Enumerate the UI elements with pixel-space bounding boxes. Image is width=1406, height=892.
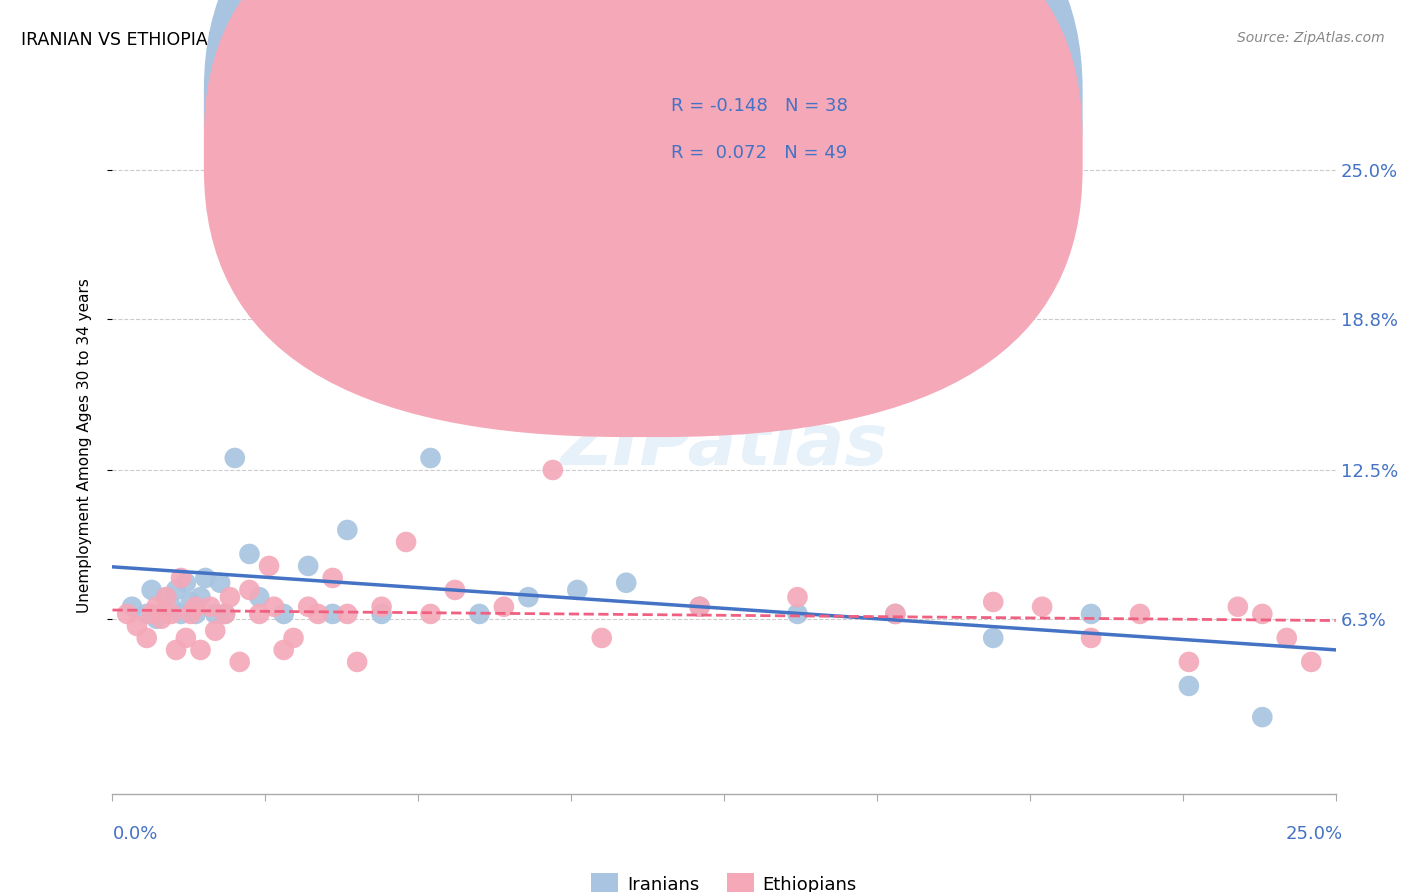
Text: 25.0%: 25.0% — [1285, 825, 1343, 843]
Point — [204, 607, 226, 621]
Point — [214, 607, 236, 621]
Point — [346, 175, 368, 189]
Point — [160, 607, 183, 621]
Point — [346, 655, 368, 669]
Point — [297, 599, 319, 614]
Point — [689, 599, 711, 614]
Point — [150, 612, 173, 626]
Point — [567, 582, 589, 597]
Text: Source: ZipAtlas.com: Source: ZipAtlas.com — [1237, 31, 1385, 45]
Point — [689, 599, 711, 614]
Point — [214, 607, 236, 621]
Point — [121, 599, 143, 614]
Text: 0.0%: 0.0% — [112, 825, 157, 843]
Point — [1301, 655, 1323, 669]
Point — [786, 607, 808, 621]
Point — [1251, 607, 1274, 621]
Point — [160, 599, 183, 614]
Point — [204, 624, 226, 638]
Point — [419, 607, 441, 621]
Point — [247, 607, 270, 621]
Point — [614, 575, 637, 590]
Point — [1080, 631, 1102, 645]
Point — [517, 590, 540, 604]
Point — [165, 582, 187, 597]
Point — [209, 575, 232, 590]
Point — [257, 558, 280, 573]
Text: R = -0.148   N = 38: R = -0.148 N = 38 — [671, 97, 848, 115]
Point — [238, 582, 260, 597]
Point — [283, 631, 305, 645]
Point — [125, 619, 148, 633]
Point — [541, 463, 564, 477]
Point — [273, 643, 295, 657]
Point — [141, 607, 163, 621]
Point — [1031, 599, 1053, 614]
Point — [884, 607, 907, 621]
Point — [981, 595, 1004, 609]
Point — [180, 607, 202, 621]
Point — [307, 607, 329, 621]
Point — [194, 571, 217, 585]
Point — [419, 450, 441, 465]
Point — [190, 590, 212, 604]
Point — [190, 643, 212, 657]
Point — [1275, 631, 1298, 645]
Point — [336, 607, 359, 621]
Point — [981, 631, 1004, 645]
Point — [1178, 679, 1201, 693]
Point — [174, 631, 197, 645]
Point — [174, 575, 197, 590]
Point — [155, 590, 177, 604]
Point — [336, 523, 359, 537]
Point — [1251, 710, 1274, 724]
Point — [263, 599, 285, 614]
Point — [1226, 599, 1249, 614]
Point — [145, 599, 167, 614]
Point — [247, 590, 270, 604]
Point — [170, 607, 193, 621]
Point — [200, 599, 222, 614]
Point — [145, 612, 167, 626]
Point — [228, 655, 250, 669]
Point — [170, 571, 193, 585]
Text: IRANIAN VS ETHIOPIAN UNEMPLOYMENT AMONG AGES 30 TO 34 YEARS CORRELATION CHART: IRANIAN VS ETHIOPIAN UNEMPLOYMENT AMONG … — [21, 31, 838, 49]
Point — [444, 582, 467, 597]
Text: ZIPatlas: ZIPatlas — [561, 411, 887, 481]
Point — [219, 590, 242, 604]
Point — [184, 599, 207, 614]
Y-axis label: Unemployment Among Ages 30 to 34 years: Unemployment Among Ages 30 to 34 years — [77, 278, 91, 614]
Point — [492, 599, 515, 614]
Point — [1178, 655, 1201, 669]
Point — [395, 535, 418, 549]
Point — [370, 607, 392, 621]
Point — [370, 599, 392, 614]
Point — [155, 590, 177, 604]
Point — [135, 631, 157, 645]
Point — [141, 582, 163, 597]
Point — [786, 590, 808, 604]
Point — [224, 450, 246, 465]
Point — [1129, 607, 1152, 621]
Point — [184, 607, 207, 621]
Point — [322, 571, 344, 585]
Point — [468, 607, 491, 621]
Text: R =  0.072   N = 49: R = 0.072 N = 49 — [671, 144, 846, 161]
Point — [884, 607, 907, 621]
Point — [591, 631, 613, 645]
Point — [322, 607, 344, 621]
Point — [273, 607, 295, 621]
Point — [150, 607, 173, 621]
Point — [115, 607, 138, 621]
Point — [297, 558, 319, 573]
Point — [165, 643, 187, 657]
Point — [135, 607, 157, 621]
Point — [238, 547, 260, 561]
Point — [1080, 607, 1102, 621]
Legend: Iranians, Ethiopians: Iranians, Ethiopians — [583, 865, 865, 892]
Point — [180, 595, 202, 609]
